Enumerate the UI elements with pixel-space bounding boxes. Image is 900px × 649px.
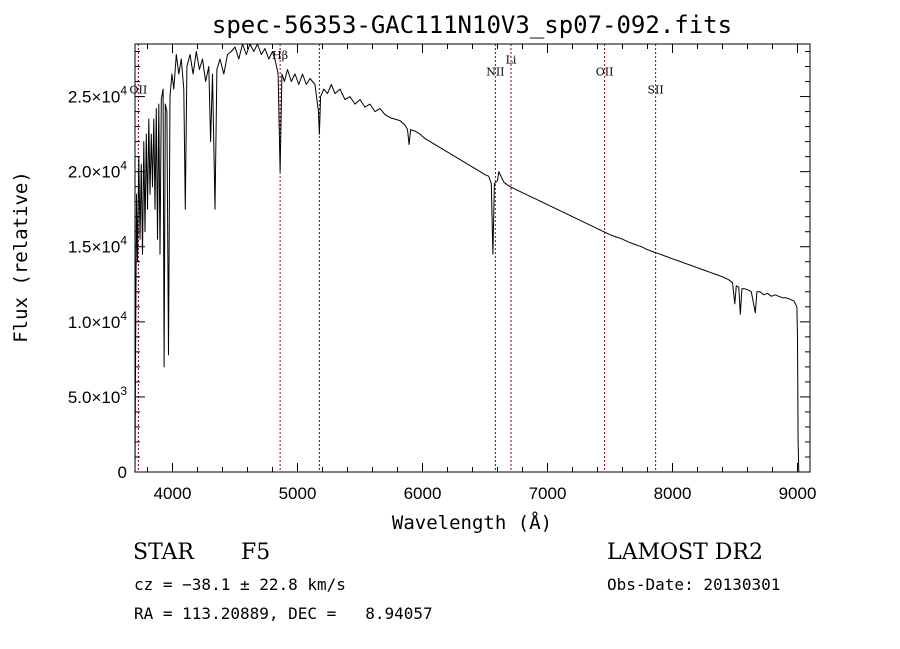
- chart-title: spec-56353-GAC111N10V3_sp07-092.fits: [212, 11, 732, 39]
- x-tick-label: 5000: [279, 484, 317, 503]
- x-axis-label: Wavelength (Å): [392, 511, 552, 534]
- y-tick-label: 2.0×104: [68, 159, 127, 182]
- y-axis-label: Flux (relative): [10, 171, 32, 343]
- marker-label-3: NII: [486, 66, 504, 79]
- plot-frame: [134, 43, 811, 473]
- marker-label-1: Hβ: [272, 49, 288, 62]
- plot-border: [134, 43, 811, 473]
- object-class: STAR: [133, 540, 194, 565]
- spectral-subclass: F5: [241, 540, 271, 565]
- spectrum-layer: [134, 43, 800, 473]
- obs-date-text: Obs-Date: 20130301: [607, 575, 781, 594]
- y-axis: 0 5.0×103 1.0×104 1.5×104 2.0×104 2.5×104: [68, 51, 810, 482]
- y-tick-label: 0: [118, 463, 127, 482]
- x-tick-label: 7000: [529, 484, 567, 503]
- y-tick-label: 1.0×104: [68, 309, 127, 332]
- spectrum-line: [134, 43, 800, 473]
- x-tick-label: 6000: [404, 484, 442, 503]
- x-tick-label: 4000: [154, 484, 192, 503]
- x-tick-label: 8000: [654, 484, 692, 503]
- x-tick-label: 9000: [779, 484, 817, 503]
- marker-label-5: OII: [596, 66, 614, 79]
- marker-label-6: SII: [648, 84, 664, 97]
- y-tick-label: 5.0×103: [68, 384, 127, 407]
- y-tick-label: 2.5×104: [68, 84, 127, 107]
- marker-label-4: Li: [506, 54, 517, 67]
- redshift-text: cz = −38.1 ± 22.8 km/s: [134, 575, 346, 594]
- survey-name: LAMOST DR2: [607, 540, 763, 565]
- x-axis: 4000 5000 6000 7000 8000 9000: [147, 44, 817, 503]
- y-tick-label: 1.5×104: [68, 234, 127, 257]
- marker-label-0: OII: [130, 84, 148, 97]
- coordinates-text: RA = 113.20889, DEC = 8.94057: [134, 604, 433, 623]
